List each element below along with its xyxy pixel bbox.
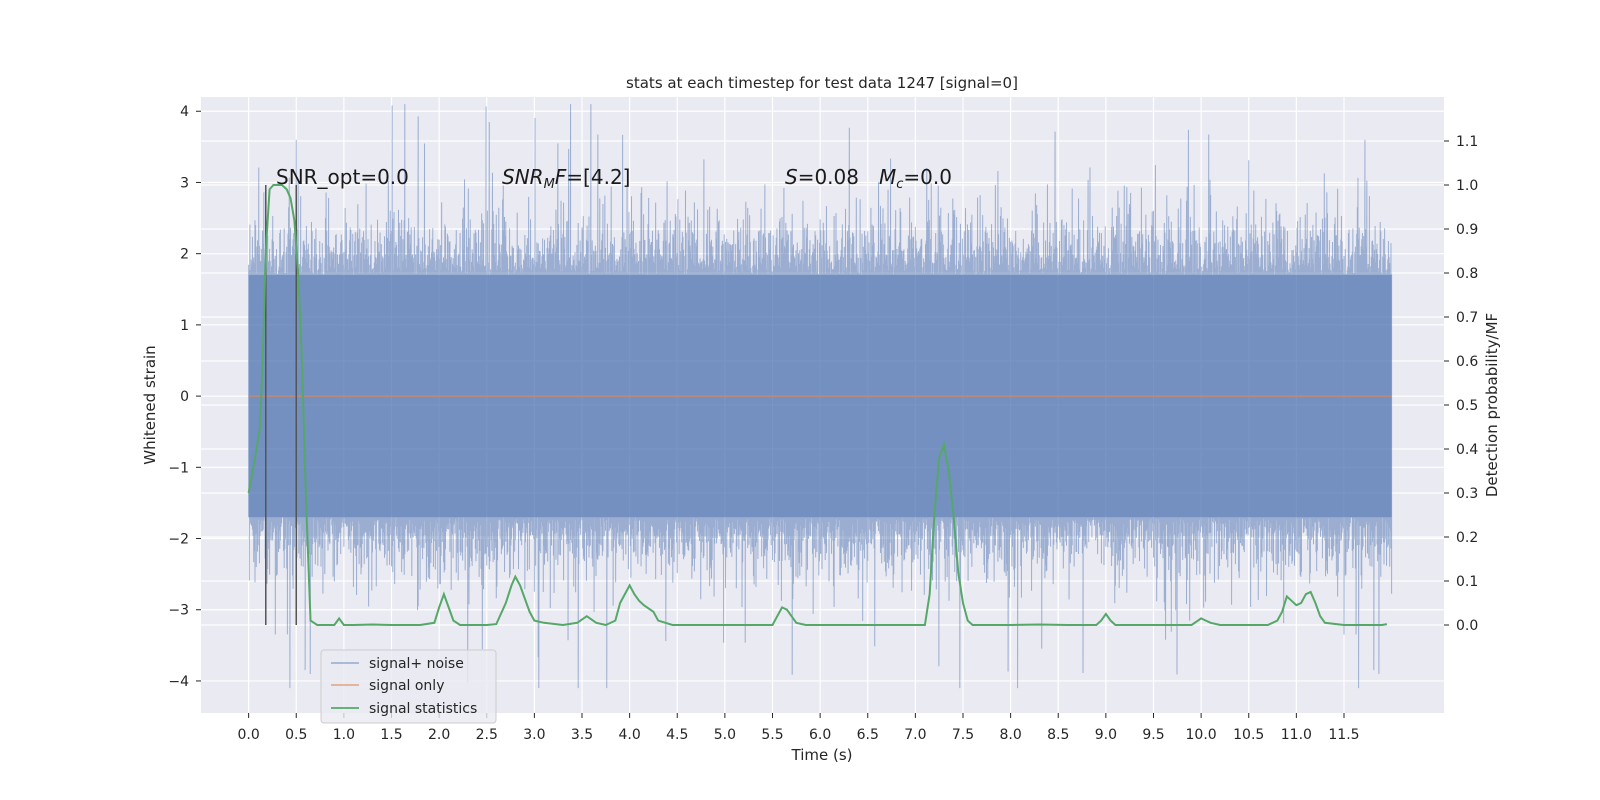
legend-box (320, 649, 497, 724)
annotation-s-stat: S=0.08 (785, 165, 859, 189)
x-tick-label-14: 7.0 (904, 727, 926, 743)
x-tick-label-22: 11.0 (1281, 727, 1312, 743)
legend-label-signal: signal only (369, 678, 444, 694)
y2-tick-label-0: 0.0 (1456, 618, 1478, 634)
annotation-mc-stat: Mc=0.0 (879, 165, 952, 192)
y2-tick-label-1: 0.1 (1456, 574, 1478, 590)
y2-tick-label-2: 0.2 (1456, 530, 1478, 546)
x-tick-label-23: 11.5 (1328, 727, 1359, 743)
x-tick-label-10: 5.0 (714, 727, 736, 743)
x-tick-label-6: 3.0 (523, 727, 545, 743)
y2-tick-label-3: 0.3 (1456, 486, 1478, 502)
x-tick-label-20: 10.0 (1186, 727, 1217, 743)
x-tick-label-15: 7.5 (952, 727, 974, 743)
x-tick-label-16: 8.0 (999, 727, 1021, 743)
y2-tick-label-6: 0.6 (1456, 354, 1478, 370)
x-tick-label-4: 2.0 (428, 727, 450, 743)
y-tick-label-2: −2 (168, 532, 189, 548)
x-tick-label-11: 5.5 (761, 727, 783, 743)
x-tick-label-0: 0.0 (237, 727, 259, 743)
x-tick-label-19: 9.5 (1142, 727, 1164, 743)
signal-statistics-line (247, 184, 1388, 627)
y-tick-label-8: 4 (180, 104, 189, 120)
x-tick-label-8: 4.0 (618, 727, 640, 743)
y-axis-label: Whitened strain (141, 345, 159, 464)
legend: signal+ noise signal only signal statist… (320, 649, 497, 724)
x-tick-label-18: 9.0 (1095, 727, 1117, 743)
y-tick-label-1: −3 (168, 603, 189, 619)
y2-tick-label-4: 0.4 (1456, 442, 1478, 458)
legend-label-noise: signal+ noise (369, 656, 464, 672)
y2-tick-label-10: 1.0 (1456, 178, 1478, 194)
y-tick-label-6: 2 (180, 247, 189, 263)
y-tick-label-0: −4 (168, 674, 189, 690)
annotation-snr-mf: SNRMF=[4.2] (502, 165, 630, 192)
x-tick-label-3: 1.5 (380, 727, 402, 743)
y-tick-label-4: 0 (180, 389, 189, 405)
x-tick-label-21: 10.5 (1233, 727, 1264, 743)
y2-tick-label-5: 0.5 (1456, 398, 1478, 414)
annotation-snr-opt: SNR_opt=0.0 (276, 165, 409, 189)
x-tick-label-5: 2.5 (476, 727, 498, 743)
x-tick-label-9: 4.5 (666, 727, 688, 743)
y2-tick-label-7: 0.7 (1456, 310, 1478, 326)
x-tick-label-2: 1.0 (333, 727, 355, 743)
y2-ticks: 0.0 0.1 0.2 0.3 0.4 0.5 0.6 0.7 0.8 0.9 1.0 1.1 (1444, 134, 1478, 634)
y-tick-label-3: −1 (168, 460, 189, 476)
x-tick-label-12: 6.0 (809, 727, 831, 743)
noise-line (248, 104, 1393, 689)
y2-tick-label-9: 0.9 (1456, 222, 1478, 238)
y-ticks: −4 −3 −2 −1 0 1 2 3 4 (168, 104, 201, 690)
y-tick-label-7: 3 (180, 175, 189, 191)
y-tick-label-5: 1 (180, 318, 189, 334)
x-tick-label-7: 3.5 (571, 727, 593, 743)
x-tick-label-17: 8.5 (1047, 727, 1069, 743)
legend-label-stats: signal statistics (369, 701, 477, 717)
y2-axis-label: Detection probability/MF (1483, 313, 1501, 497)
chart-title: stats at each timestep for test data 124… (626, 74, 1018, 92)
x-tick-label-13: 6.5 (857, 727, 879, 743)
y2-tick-label-11: 1.1 (1456, 134, 1478, 150)
x-tick-label-1: 0.5 (285, 727, 307, 743)
x-ticks: 0.0 0.5 1.0 1.5 2.0 2.5 3.0 3.5 4.0 4.5 5.0 5.5 6.0 6… (237, 713, 1360, 743)
signal-statistics-series (247, 184, 1388, 627)
x-axis-label: Time (s) (791, 746, 853, 764)
y2-tick-label-8: 0.8 (1456, 266, 1478, 282)
